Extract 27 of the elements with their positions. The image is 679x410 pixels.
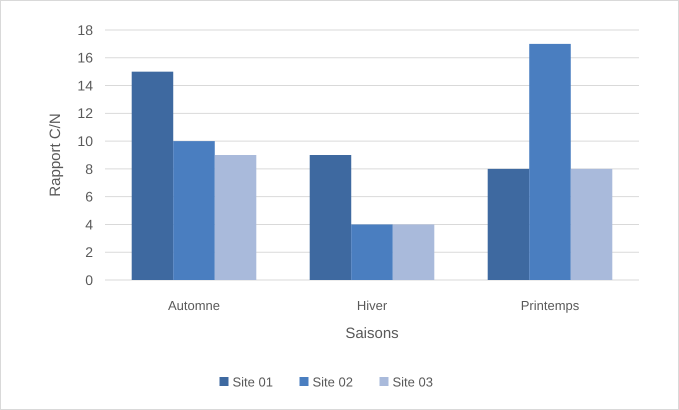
x-axis-title: Saisons [345, 325, 399, 342]
y-tick-label: 8 [85, 160, 94, 177]
y-tick-label: 16 [77, 50, 94, 66]
y-tick-label: 4 [85, 216, 94, 232]
y-axis-title: Rapport C/N [47, 113, 64, 197]
y-tick-label: 12 [77, 105, 94, 122]
y-tick-label: 14 [77, 77, 94, 94]
bar [351, 224, 393, 280]
bar [173, 141, 215, 280]
bar [132, 72, 174, 280]
x-tick-label: Hiver [356, 298, 388, 313]
bar [529, 44, 571, 280]
x-tick-label: Automne [168, 298, 220, 313]
bar [488, 168, 530, 280]
legend-label: Site 02 [312, 374, 353, 390]
bar [310, 155, 352, 280]
legend-label: Site 01 [232, 374, 273, 390]
bar [214, 155, 256, 280]
y-tick-label: 18 [77, 22, 94, 38]
x-tick-label: Printemps [520, 298, 580, 313]
y-tick-label: 2 [85, 244, 94, 260]
y-tick-label: 6 [85, 188, 94, 205]
legend-label: Site 03 [392, 374, 433, 390]
bar [392, 224, 434, 280]
bar [570, 168, 612, 280]
y-tick-label: 10 [77, 133, 94, 150]
y-tick-label: 0 [85, 272, 94, 288]
